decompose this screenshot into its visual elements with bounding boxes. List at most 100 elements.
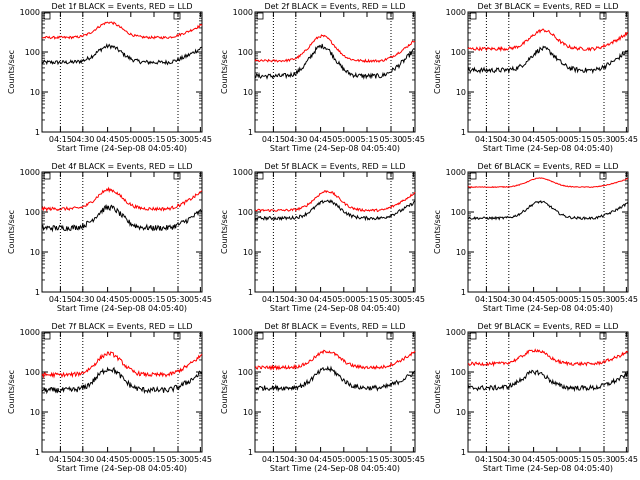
y-tick-label: 1000 xyxy=(446,8,466,17)
corner-marker xyxy=(599,332,607,340)
series-lld xyxy=(41,351,203,379)
x-tick-label: 05:00 xyxy=(545,135,568,144)
y-axis-label: Counts/sec xyxy=(433,210,442,254)
panel-title: Det 7f BLACK = Events, RED = LLD xyxy=(51,322,192,331)
x-tick-label: 04:30 xyxy=(284,295,307,304)
x-tick-label: 05:30 xyxy=(379,135,402,144)
panel-title: Det 5f BLACK = Events, RED = LLD xyxy=(264,162,405,171)
y-tick-label: 1 xyxy=(461,128,466,137)
panel-2: Det 2f BLACK = Events, RED = LLD 1 10 100 10… xyxy=(220,2,425,153)
y-tick-label: 100 xyxy=(238,368,253,377)
x-axis-label: Start Time (24-Sep-08 04:05:40) xyxy=(57,464,187,473)
x-tick-label: 04:30 xyxy=(497,455,520,464)
x-tick-label: 05:45 xyxy=(189,455,212,464)
y-tick-label: 10 xyxy=(30,248,40,257)
x-tick-label: 05:45 xyxy=(402,295,425,304)
x-tick-label: 05:15 xyxy=(355,455,378,464)
y-tick-label: 1 xyxy=(35,448,40,457)
panel-9: Det 9f BLACK = Events, RED = LLD 1 10 100 10… xyxy=(433,322,638,473)
y-tick-label: 100 xyxy=(25,368,40,377)
panel-5: Det 5f BLACK = Events, RED = LLD 1 10 100 10… xyxy=(220,162,425,313)
corner-marker xyxy=(469,172,477,180)
corner-marker xyxy=(469,332,477,340)
x-tick-label: 05:45 xyxy=(402,135,425,144)
corner-marker xyxy=(43,332,51,340)
series-events xyxy=(467,45,629,75)
plot-frame xyxy=(254,11,416,133)
y-tick-label: 10 xyxy=(456,408,466,417)
x-tick-label: 05:45 xyxy=(402,455,425,464)
x-tick-label: 05:00 xyxy=(119,135,142,144)
panel-title: Det 9f BLACK = Events, RED = LLD xyxy=(477,322,618,331)
y-tick-label: 100 xyxy=(25,48,40,57)
plot-frame xyxy=(41,331,203,453)
x-tick-label: 05:00 xyxy=(332,455,355,464)
y-tick-label: 1 xyxy=(461,448,466,457)
x-tick-label: 04:15 xyxy=(262,295,285,304)
x-tick-label: 05:00 xyxy=(332,295,355,304)
panel-6: Det 6f BLACK = Events, RED = LLD 1 10 100 10… xyxy=(433,162,638,313)
y-tick-label: 1000 xyxy=(233,8,253,17)
x-tick-label: 04:45 xyxy=(96,295,119,304)
y-tick-label: 100 xyxy=(451,48,466,57)
panel-title: Det 4f BLACK = Events, RED = LLD xyxy=(51,162,192,171)
y-axis-label: Counts/sec xyxy=(7,50,16,94)
series-events xyxy=(467,369,629,393)
corner-marker xyxy=(599,172,607,180)
series-events xyxy=(41,366,203,395)
x-tick-label: 04:45 xyxy=(309,135,332,144)
y-axis-label: Counts/sec xyxy=(220,370,229,414)
x-tick-label: 04:15 xyxy=(475,295,498,304)
x-axis-label: Start Time (24-Sep-08 04:05:40) xyxy=(57,144,187,153)
y-tick-label: 1000 xyxy=(446,328,466,337)
x-tick-label: 04:30 xyxy=(71,455,94,464)
x-axis-label: Start Time (24-Sep-08 04:05:40) xyxy=(270,304,400,313)
x-tick-label: 04:30 xyxy=(71,295,94,304)
x-tick-label: 05:30 xyxy=(592,135,615,144)
series-events xyxy=(254,43,416,80)
x-axis-label: Start Time (24-Sep-08 04:05:40) xyxy=(270,144,400,153)
x-tick-label: 04:15 xyxy=(475,455,498,464)
series-events xyxy=(41,42,203,66)
x-tick-label: 05:30 xyxy=(166,455,189,464)
y-tick-label: 1 xyxy=(461,288,466,297)
x-tick-label: 04:30 xyxy=(284,455,307,464)
series-lld xyxy=(254,190,416,213)
y-tick-label: 10 xyxy=(243,408,253,417)
y-tick-label: 10 xyxy=(456,88,466,97)
y-tick-label: 1 xyxy=(248,288,253,297)
corner-marker xyxy=(469,12,477,20)
x-tick-label: 05:00 xyxy=(545,455,568,464)
y-axis-label: Counts/sec xyxy=(7,210,16,254)
y-axis-label: Counts/sec xyxy=(220,50,229,94)
y-tick-label: 10 xyxy=(456,248,466,257)
y-tick-label: 100 xyxy=(238,48,253,57)
panel-title: Det 1f BLACK = Events, RED = LLD xyxy=(51,2,192,11)
x-tick-label: 05:45 xyxy=(189,135,212,144)
x-axis-label: Start Time (24-Sep-08 04:05:40) xyxy=(57,304,187,313)
x-tick-label: 04:45 xyxy=(522,135,545,144)
corner-marker xyxy=(173,332,181,340)
series-lld xyxy=(467,28,629,53)
x-tick-label: 05:15 xyxy=(142,455,165,464)
x-tick-label: 04:30 xyxy=(71,135,94,144)
y-tick-label: 1 xyxy=(248,448,253,457)
corner-marker xyxy=(386,12,394,20)
x-tick-label: 05:15 xyxy=(568,135,591,144)
y-tick-label: 1 xyxy=(248,128,253,137)
plot-frame xyxy=(467,171,629,293)
corner-marker xyxy=(43,172,51,180)
x-tick-label: 05:45 xyxy=(189,295,212,304)
x-axis-label: Start Time (24-Sep-08 04:05:40) xyxy=(483,464,613,473)
x-tick-label: 04:30 xyxy=(284,135,307,144)
x-tick-label: 04:15 xyxy=(475,135,498,144)
x-tick-label: 05:30 xyxy=(592,295,615,304)
y-axis-label: Counts/sec xyxy=(7,370,16,414)
y-tick-label: 10 xyxy=(243,248,253,257)
series-events xyxy=(41,204,203,233)
y-tick-label: 100 xyxy=(25,208,40,217)
x-tick-label: 04:45 xyxy=(522,295,545,304)
corner-marker xyxy=(173,12,181,20)
y-tick-label: 100 xyxy=(238,208,253,217)
